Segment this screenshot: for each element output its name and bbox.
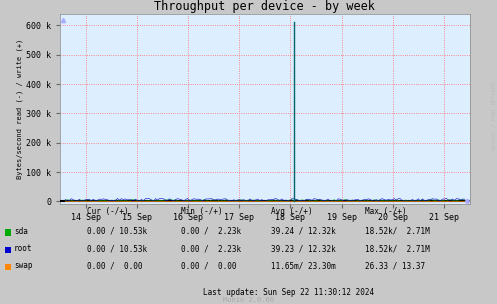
Text: 18.52k/  2.71M: 18.52k/ 2.71M: [365, 244, 430, 253]
Y-axis label: Bytes/second read (-) / write (+): Bytes/second read (-) / write (+): [17, 39, 23, 179]
Text: 0.00 /  2.23k: 0.00 / 2.23k: [181, 227, 242, 236]
Text: 39.24 / 12.32k: 39.24 / 12.32k: [271, 227, 335, 236]
Text: 0.00 / 10.53k: 0.00 / 10.53k: [87, 227, 147, 236]
Text: 18.52k/  2.71M: 18.52k/ 2.71M: [365, 227, 430, 236]
Text: sda: sda: [14, 227, 28, 236]
Text: Avg (-/+): Avg (-/+): [271, 207, 313, 216]
Text: 0.00 /  0.00: 0.00 / 0.00: [181, 261, 237, 271]
Text: Cur (-/+): Cur (-/+): [87, 207, 129, 216]
Text: Last update: Sun Sep 22 11:30:12 2024: Last update: Sun Sep 22 11:30:12 2024: [203, 288, 374, 297]
Text: Max (-/+): Max (-/+): [365, 207, 407, 216]
Text: swap: swap: [14, 261, 32, 271]
Text: Munin 2.0.66: Munin 2.0.66: [223, 298, 274, 303]
Text: Min (-/+): Min (-/+): [181, 207, 223, 216]
Text: RDTOOL / TOBI OETIKER: RDTOOL / TOBI OETIKER: [491, 81, 496, 150]
Text: 0.00 /  2.23k: 0.00 / 2.23k: [181, 244, 242, 253]
Text: root: root: [14, 244, 32, 253]
Text: 0.00 / 10.53k: 0.00 / 10.53k: [87, 244, 147, 253]
Text: 39.23 / 12.32k: 39.23 / 12.32k: [271, 244, 335, 253]
Title: Throughput per device - by week: Throughput per device - by week: [155, 0, 375, 12]
Text: 26.33 / 13.37: 26.33 / 13.37: [365, 261, 425, 271]
Text: 0.00 /  0.00: 0.00 / 0.00: [87, 261, 143, 271]
Text: 11.65m/ 23.30m: 11.65m/ 23.30m: [271, 261, 335, 271]
